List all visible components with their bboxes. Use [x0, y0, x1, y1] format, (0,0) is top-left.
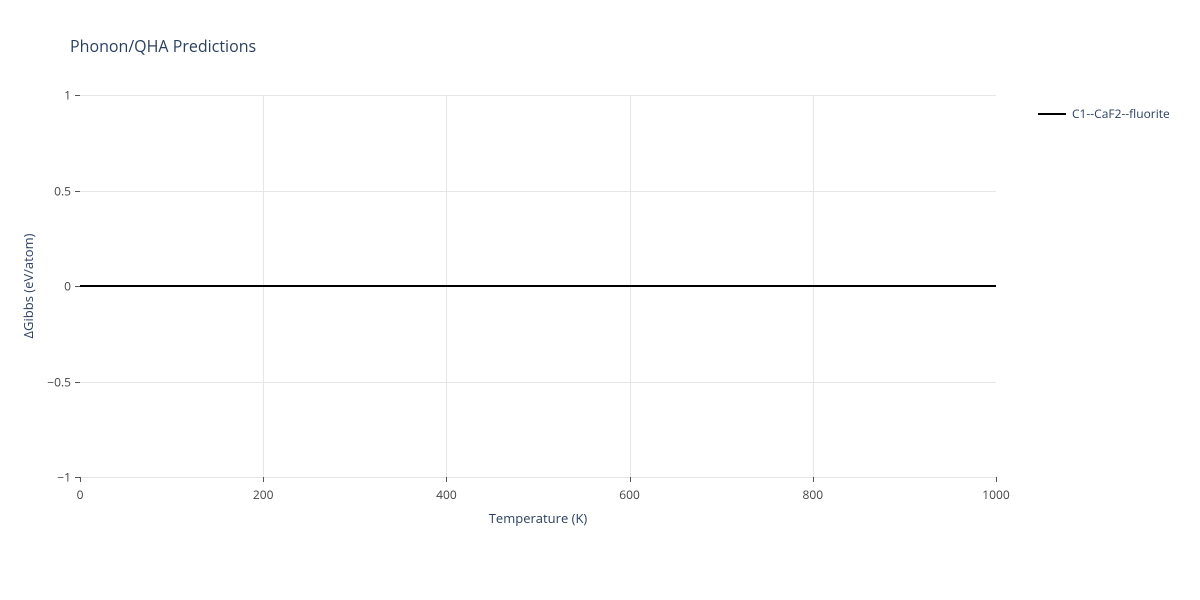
- chart-container: Phonon/QHA Predictions Temperature (K) Δ…: [0, 0, 1200, 600]
- x-tick: [263, 477, 264, 482]
- x-tick-label: 0: [77, 486, 84, 503]
- y-tick-label: 0.5: [54, 182, 71, 199]
- x-tick-label: 800: [803, 486, 824, 503]
- x-tick: [630, 477, 631, 482]
- y-tick-label: 0: [64, 278, 71, 295]
- legend-label: C1--CaF2--fluorite: [1072, 105, 1170, 122]
- plot-area[interactable]: [80, 95, 996, 477]
- x-tick: [446, 477, 447, 482]
- y-tick: [75, 191, 80, 192]
- grid-line-horizontal: [80, 382, 996, 383]
- x-tick: [996, 477, 997, 482]
- x-tick-label: 1000: [982, 486, 1009, 503]
- chart-title: Phonon/QHA Predictions: [70, 35, 256, 57]
- legend[interactable]: C1--CaF2--fluorite: [1038, 105, 1170, 122]
- x-tick-label: 200: [253, 486, 274, 503]
- legend-swatch: [1038, 113, 1066, 115]
- y-tick: [75, 286, 80, 287]
- y-axis-title: ΔGibbs (eV/atom): [19, 234, 37, 339]
- grid-line-horizontal: [80, 191, 996, 192]
- x-tick-label: 600: [619, 486, 640, 503]
- y-tick: [75, 382, 80, 383]
- x-tick: [80, 477, 81, 482]
- grid-line-horizontal: [80, 477, 996, 478]
- y-tick: [75, 95, 80, 96]
- y-tick-label: −0.5: [47, 373, 71, 390]
- y-tick-label: −1: [57, 469, 71, 486]
- x-axis-title: Temperature (K): [489, 509, 588, 527]
- x-tick-label: 400: [436, 486, 457, 503]
- grid-line-horizontal: [80, 95, 996, 96]
- series-line[interactable]: [80, 285, 996, 287]
- x-tick: [813, 477, 814, 482]
- y-tick-label: 1: [64, 87, 71, 104]
- y-tick: [75, 477, 80, 478]
